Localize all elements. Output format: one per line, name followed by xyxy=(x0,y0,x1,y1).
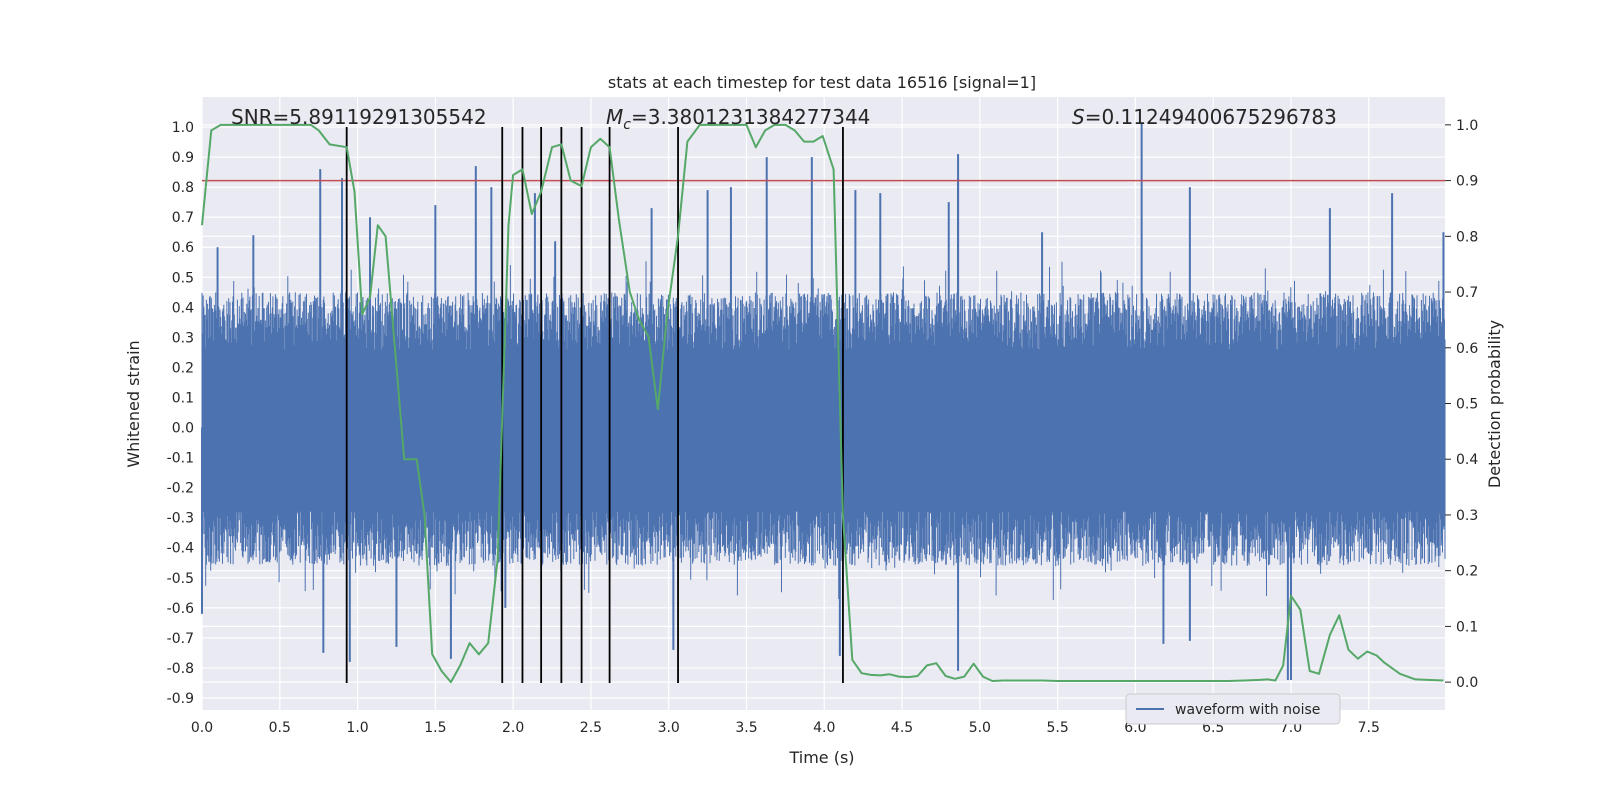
y-tick-label: 0.4 xyxy=(172,300,194,316)
x-tick-label: 7.5 xyxy=(1358,720,1380,736)
x-tick-label: 3.5 xyxy=(735,720,757,736)
waveform-core-band xyxy=(202,349,1445,512)
snr-annotation: SNR=5.89119291305542 xyxy=(231,105,487,129)
y2-tick-label: 1.0 xyxy=(1456,118,1478,134)
chart-title: stats at each timestep for test data 165… xyxy=(608,73,1036,92)
y-tick-label: -0.6 xyxy=(167,601,194,617)
x-tick-label: 3.0 xyxy=(658,720,680,736)
chirp-mass-subscript: c xyxy=(623,117,631,133)
y-axis-ticks: 1.0 0.9 0.8 0.7 0.6 0.5 0.4 0.3 0.2 0.1 0.0 -0.1 -0.… xyxy=(167,120,194,707)
event-lines xyxy=(345,127,844,683)
x-tick-label: 4.5 xyxy=(891,720,913,736)
y2-tick-label: 0.9 xyxy=(1456,174,1478,190)
probability-line xyxy=(201,123,1444,684)
y-tick-label: 0.1 xyxy=(172,390,194,406)
y-tick-label: 0.2 xyxy=(172,360,194,376)
legend-box xyxy=(1125,693,1341,725)
y-tick-label: -0.4 xyxy=(167,541,194,557)
y-tick-label: -0.3 xyxy=(167,511,194,527)
y-tick-label: 0.8 xyxy=(172,180,194,196)
y-tick-label: 0.3 xyxy=(172,330,194,346)
x-tick-label: 5.0 xyxy=(969,720,991,736)
y2-tick-label: 0.1 xyxy=(1456,619,1478,635)
y-tick-label: -0.8 xyxy=(167,661,194,677)
x-tick-label: 4.0 xyxy=(813,720,835,736)
y2-tick-label: 0.0 xyxy=(1456,675,1478,691)
chirp-mass-annotation: Mc=3.3801231384277344 xyxy=(606,105,870,133)
probability-series xyxy=(201,123,1444,684)
y2-tick-label: 0.7 xyxy=(1456,285,1478,301)
s-symbol: S xyxy=(1072,105,1085,129)
y-axis-label: Whitened strain xyxy=(124,340,143,467)
chirp-mass-value: =3.3801231384277344 xyxy=(631,105,870,129)
x-tick-label: 2.5 xyxy=(580,720,602,736)
y-tick-label: 0.9 xyxy=(172,150,194,166)
x-tick-label: 5.5 xyxy=(1046,720,1068,736)
y2-tick-label: 0.4 xyxy=(1456,452,1478,468)
y-tick-label: -0.2 xyxy=(167,481,194,497)
legend-label: waveform with noise xyxy=(1175,702,1320,718)
y-tick-label: -0.1 xyxy=(167,451,194,467)
x-tick-label: 2.0 xyxy=(502,720,524,736)
x-tick-label: 0.0 xyxy=(191,720,213,736)
x-tick-label: 0.5 xyxy=(269,720,291,736)
y2-tick-label: 0.2 xyxy=(1456,564,1478,580)
x-axis-label: Time (s) xyxy=(788,748,854,767)
y2-axis-label: Detection probability xyxy=(1485,320,1504,488)
y-tick-label: 0.0 xyxy=(172,421,194,437)
y-tick-label: 1.0 xyxy=(172,120,194,136)
s-value: =0.11249400675296783 xyxy=(1085,105,1337,129)
y2-tick-label: 0.6 xyxy=(1456,341,1478,357)
y-tick-label: 0.7 xyxy=(172,210,194,226)
s-annotation: S=0.11249400675296783 xyxy=(1072,105,1337,129)
x-tick-label: 1.0 xyxy=(346,720,368,736)
y-tick-label: -0.7 xyxy=(167,631,194,647)
y2-tick-label: 0.3 xyxy=(1456,508,1478,524)
y2-tick-label: 0.8 xyxy=(1456,229,1478,245)
y-tick-label: 0.6 xyxy=(172,240,194,256)
y-tick-label: -0.5 xyxy=(167,571,194,587)
x-tick-label: 1.5 xyxy=(424,720,446,736)
y-tick-label: 0.5 xyxy=(172,270,194,286)
y-tick-label: -0.9 xyxy=(167,691,194,707)
waveform-series xyxy=(201,124,1446,680)
chirp-mass-symbol: M xyxy=(606,105,623,129)
legend: waveform with noise xyxy=(1125,693,1341,725)
y2-axis-ticks: 1.0 0.9 0.8 0.7 0.6 0.5 0.4 0.3 0.2 0.1 0.0 xyxy=(1445,118,1478,691)
y2-tick-label: 0.5 xyxy=(1456,397,1478,413)
